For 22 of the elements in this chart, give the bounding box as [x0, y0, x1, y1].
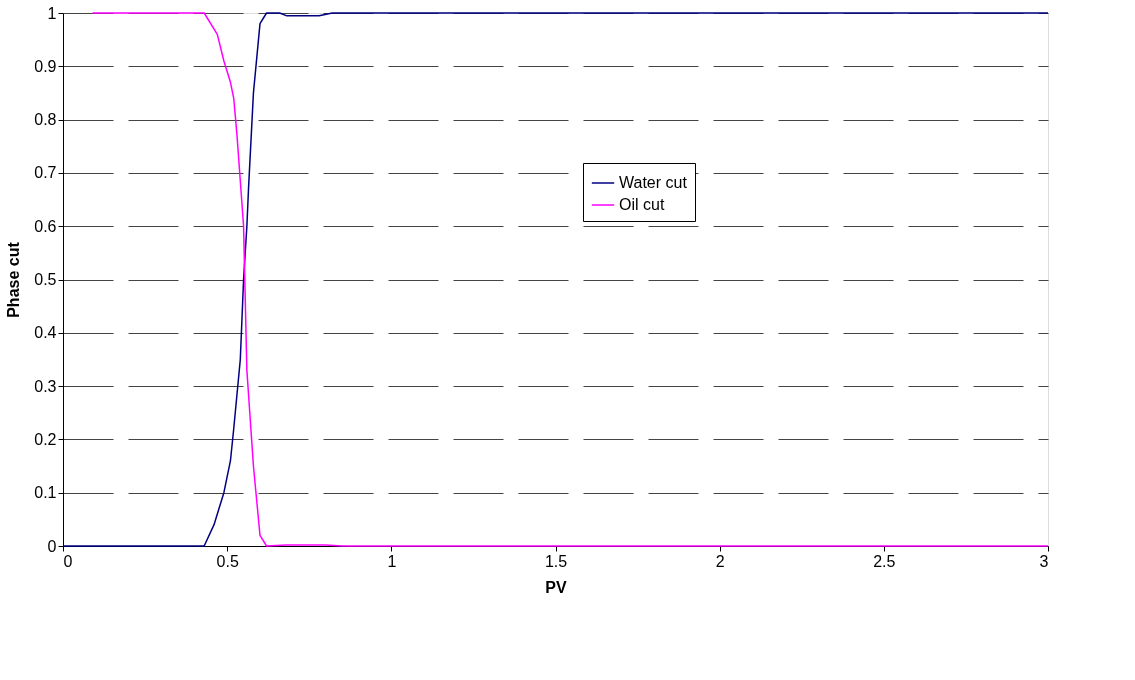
x-tick-label: 0 — [63, 552, 73, 570]
x-tick-label: 2 — [715, 552, 725, 570]
y-axis-title: Phase cut — [5, 241, 23, 318]
y-tick-label: 0.7 — [34, 164, 57, 182]
x-tick-label: 3 — [1039, 552, 1049, 570]
x-tick-label: 1.5 — [544, 552, 568, 570]
y-tick-label: 0.2 — [34, 430, 57, 448]
x-tick-label: 2.5 — [873, 552, 896, 570]
y-tick-label: 0.4 — [34, 324, 57, 342]
y-tick-label: 0.5 — [34, 271, 57, 288]
y-tick-label: 0.3 — [34, 377, 57, 395]
y-tick-label: 0 — [47, 537, 57, 555]
y-tick-label: 0.1 — [34, 484, 57, 502]
y-tick-label: 1 — [47, 4, 57, 22]
x-axis-title: PV — [545, 578, 567, 596]
y-tick-label: 0.6 — [34, 217, 57, 235]
legend-label: Water cut — [619, 174, 688, 191]
legend-label: Oil cut — [619, 196, 665, 213]
y-tick-label: 0.8 — [34, 111, 57, 129]
y-tick-label: 0.9 — [34, 57, 57, 75]
x-tick-label: 0.5 — [216, 552, 239, 570]
x-tick-label: 1 — [387, 552, 397, 570]
